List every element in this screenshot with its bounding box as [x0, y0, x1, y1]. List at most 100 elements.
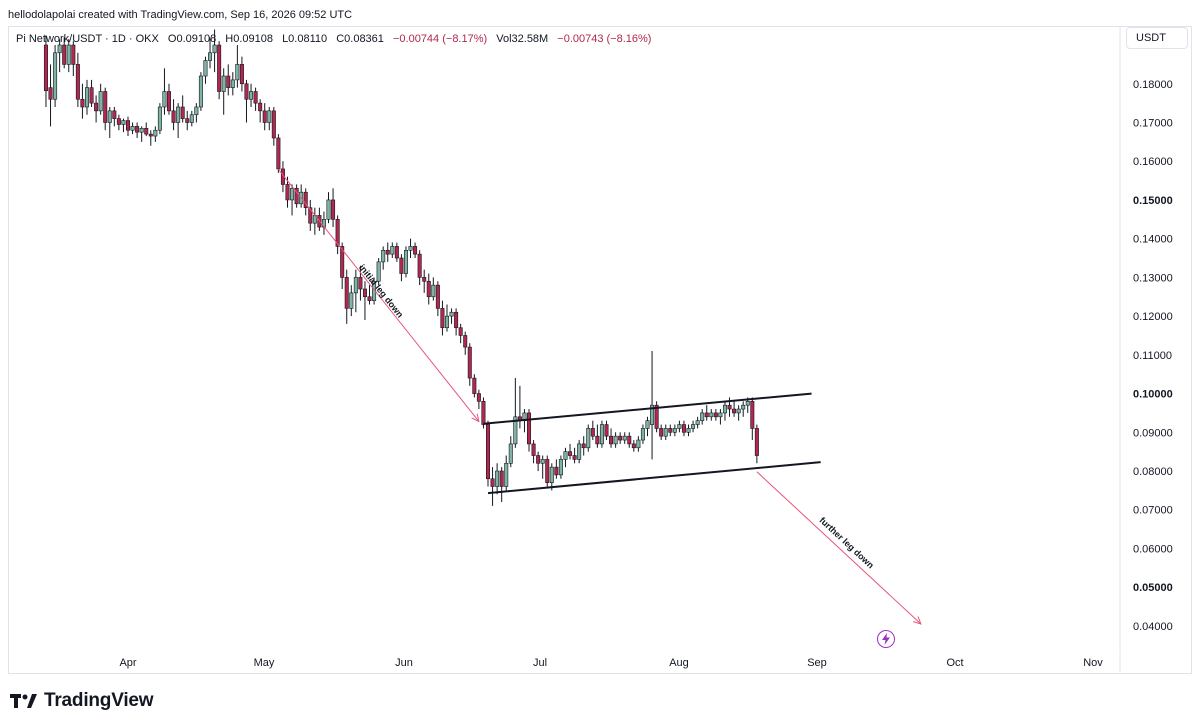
- candle-down: [239, 64, 244, 85]
- x-tick-label: Sep: [807, 657, 827, 669]
- candle-up: [153, 129, 158, 137]
- tradingview-brand: TradingView: [44, 690, 154, 711]
- candle-down: [654, 404, 659, 429]
- candle-up: [221, 75, 226, 92]
- symbol-name[interactable]: Pi Network/USDT · 1D · OKX: [16, 33, 159, 45]
- candle-up: [203, 60, 208, 77]
- x-tick-label: Nov: [1083, 657, 1103, 669]
- y-tick-label: 0.10000: [1133, 389, 1173, 401]
- candle-down: [62, 44, 67, 65]
- tradingview-logo-icon: [10, 694, 37, 708]
- candle-up: [290, 188, 295, 201]
- candle-down: [253, 91, 258, 104]
- candle-up: [130, 126, 135, 131]
- candle-up: [540, 459, 545, 464]
- candle-down: [554, 466, 559, 476]
- candle-down: [294, 188, 299, 205]
- tradingview-branding[interactable]: TradingView: [10, 690, 154, 712]
- candle-up: [745, 401, 750, 406]
- y-tick-label: 0.09000: [1133, 427, 1173, 439]
- candle-up: [645, 420, 650, 429]
- candle-up: [235, 64, 240, 81]
- candle-down: [527, 412, 532, 445]
- lightning-icon[interactable]: [877, 630, 895, 648]
- candle-down: [627, 435, 632, 445]
- candle-down: [244, 83, 249, 100]
- candle-up: [736, 408, 741, 414]
- candle-down: [604, 424, 609, 437]
- candle-down: [148, 133, 153, 137]
- candle-down: [112, 110, 117, 119]
- candle-up: [189, 114, 194, 123]
- candle-up: [622, 435, 627, 441]
- candle-up: [84, 87, 89, 108]
- candle-down: [399, 257, 404, 274]
- x-tick-label: Jul: [533, 657, 547, 669]
- candle-down: [340, 246, 345, 278]
- candle-up: [504, 462, 509, 487]
- candle-up: [349, 292, 354, 309]
- candle-down: [362, 288, 367, 298]
- candle-up: [408, 246, 413, 251]
- x-tick-label: Aug: [669, 657, 689, 669]
- candle-up: [230, 79, 235, 88]
- candle-up: [508, 443, 513, 464]
- x-tick-label: Oct: [946, 657, 963, 669]
- candle-down: [344, 277, 349, 309]
- candle-up: [636, 439, 641, 449]
- channel-lower-line: [487, 461, 821, 495]
- candle-down: [126, 120, 131, 131]
- candle-down: [89, 87, 94, 104]
- annotation-arrow: [756, 471, 922, 625]
- candle-up: [686, 428, 691, 433]
- candle-up: [372, 280, 377, 301]
- candle-down: [435, 284, 440, 309]
- candle-down: [285, 184, 290, 201]
- y-tick-label: 0.07000: [1133, 505, 1173, 517]
- candle-up: [98, 91, 103, 112]
- x-tick-label: Apr: [119, 657, 136, 669]
- candle-up: [194, 106, 199, 116]
- candle-up: [613, 435, 618, 445]
- y-tick-label: 0.08000: [1133, 466, 1173, 478]
- y-tick-label: 0.06000: [1133, 543, 1173, 555]
- candle-up: [549, 466, 554, 483]
- candle-up: [121, 120, 126, 125]
- candle-up: [176, 106, 181, 123]
- candle-up: [157, 106, 162, 131]
- candle-down: [568, 451, 573, 456]
- candle-down: [144, 127, 149, 135]
- y-tick-label: 0.11000: [1133, 350, 1172, 362]
- candle-down: [271, 110, 276, 139]
- candle-up: [677, 424, 682, 429]
- candle-down: [631, 443, 636, 449]
- candle-up: [672, 428, 677, 433]
- y-tick-label: 0.15000: [1133, 195, 1173, 207]
- candle-down: [476, 393, 481, 402]
- currency-selector[interactable]: USDT: [1126, 27, 1188, 49]
- candle-up: [577, 443, 582, 460]
- y-tick-label: 0.12000: [1133, 311, 1173, 323]
- candle-up: [53, 52, 58, 100]
- candle-down: [704, 412, 709, 418]
- candle-down: [417, 253, 422, 278]
- candle-up: [267, 110, 272, 123]
- candle-up: [741, 404, 746, 410]
- candle-down: [167, 91, 172, 112]
- candle-up: [444, 315, 449, 329]
- x-tick-label: Jun: [395, 657, 413, 669]
- candle-up: [162, 91, 167, 108]
- candle-up: [353, 277, 358, 294]
- candle-up: [449, 311, 454, 317]
- candle-up: [57, 44, 62, 54]
- candle-up: [599, 424, 604, 445]
- open-value: O0.09108: [167, 33, 217, 45]
- candle-up: [212, 44, 217, 54]
- candle-down: [308, 207, 313, 224]
- channel-upper-line: [483, 392, 812, 425]
- candle-up: [376, 261, 381, 282]
- candle-down: [490, 478, 495, 487]
- candle-up: [139, 127, 144, 133]
- candle-down: [103, 91, 108, 123]
